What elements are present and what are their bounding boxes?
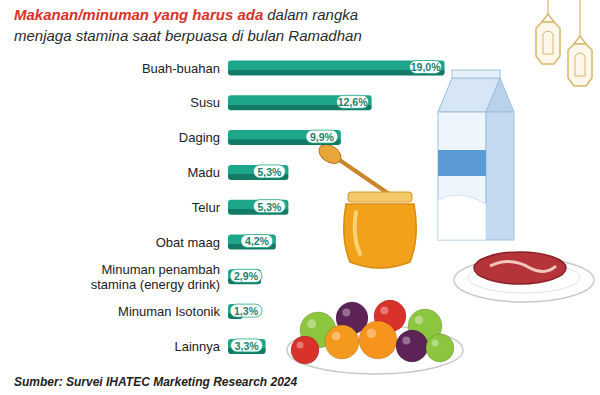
jar-rim [348,192,412,202]
category-label-line: Telur [192,200,221,215]
value-pill [410,61,442,74]
bar [228,269,261,284]
category-label: Daging [179,130,220,145]
fruit [325,325,359,359]
bar [228,235,276,250]
category-label-line: Minuman Isotonik [118,304,220,319]
category-label-line: Madu [187,165,220,180]
bar [228,200,288,215]
bar [228,61,445,76]
data-label: 19,0% [411,61,441,73]
category-label-line: Minuman penambah [101,262,220,277]
illustrations [287,0,594,374]
lantern-body [536,22,560,64]
carton-splash [438,195,486,240]
lantern-string [579,0,580,36]
category-label: Lainnya [174,339,220,354]
category-label: Minuman penambahstamina (energy drink) [91,262,220,292]
category-label-line: stamina (energy drink) [91,277,220,292]
data-label: 4,2% [245,235,270,247]
steak-fat [490,261,556,271]
bar [228,130,341,145]
fruit-plate [287,300,463,374]
fruit [426,334,454,362]
data-label: 1,3% [234,305,259,317]
data-label: 5,3% [257,166,282,178]
carton-gable [486,78,514,112]
category-label-line: Buah-buahan [142,61,220,76]
carton-front [438,112,486,240]
data-label: 12,6% [338,96,368,108]
lantern [536,0,560,64]
lantern-top [542,14,554,22]
fruit-shine [432,340,439,347]
jar-shine [355,212,360,254]
title: Makanan/minuman yang harus ada [14,6,263,23]
fruit-shine [380,306,388,314]
data-label: 5,3% [257,201,282,213]
source: Sumber: Survei IHATEC Marketing Research… [14,375,298,389]
fruit [291,336,319,364]
bar [228,95,372,110]
value-pill [253,165,285,178]
fruit [396,330,428,362]
steak [474,252,566,284]
lantern-window [543,31,553,54]
value-pill [230,304,262,317]
category-label-line: Daging [179,130,220,145]
chart: Buah-buahan 19,0% Susu 12,6% Daging 9,9% Madu 5… [0,0,600,395]
value-pill [230,269,262,282]
lantern-window [575,53,585,76]
data-label: 2,9% [234,270,259,282]
fruit-shine [402,336,410,344]
value-pill [253,200,285,213]
lantern-top [574,36,586,44]
jar-body [344,204,417,268]
value-pill [306,130,338,143]
title-block: Makanan/minuman yang harus adadalam rang… [14,4,374,46]
bars [228,61,445,354]
data-label: 3,3% [235,340,260,352]
category-label: Buah-buahan [142,61,220,76]
bar [228,165,288,180]
category-label-line: Susu [190,95,220,110]
category-label-line: Obat maag [156,235,220,250]
value-pill [337,95,369,108]
milk-carton [438,70,514,240]
honey-jar [316,141,417,268]
value-pill [241,235,273,248]
bar [228,339,266,354]
lantern [568,0,592,86]
fruit-shine [367,329,377,339]
carton-side [486,112,514,240]
value-pill [231,339,263,352]
data-label: 9,9% [310,131,335,143]
fruit-shine [342,308,350,316]
carton-seal [452,70,500,78]
fruit-shine [415,316,424,325]
fruit [359,321,397,359]
lantern-string [547,0,548,14]
category-label: Susu [190,95,220,110]
category-label: Minuman Isotonik [118,304,220,319]
labels: Buah-buahan 19,0% Susu 12,6% Daging 9,9% Madu 5… [91,61,442,354]
category-label-line: Lainnya [174,339,220,354]
meat-plate [454,252,594,302]
fruit-shine [332,332,341,341]
category-label: Telur [192,200,221,215]
lantern-body [568,44,592,86]
fruit-shine [297,342,304,349]
fruit-shine [307,319,316,328]
carton-band [438,150,486,176]
category-label: Madu [187,165,220,180]
category-label: Obat maag [156,235,220,250]
